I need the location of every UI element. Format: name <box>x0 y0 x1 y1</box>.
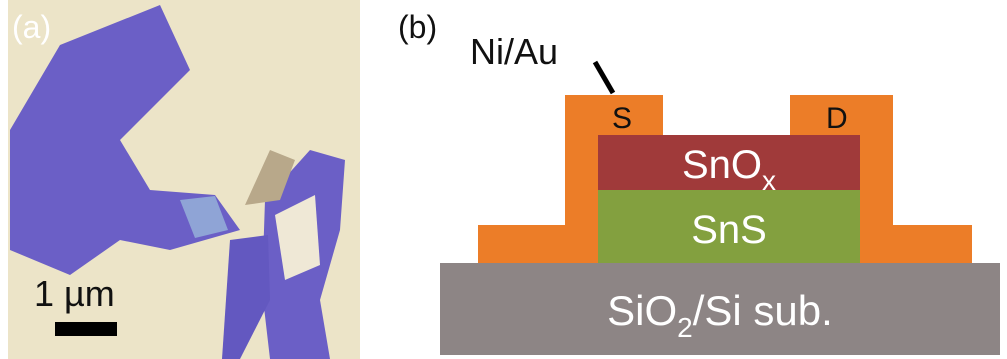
label-text: /Si sub. <box>693 287 833 334</box>
contact-label: Ni/Au <box>470 31 558 72</box>
subscript: 2 <box>677 312 693 343</box>
source-label: S <box>612 102 632 135</box>
subscript: x <box>762 165 776 196</box>
scale-bar-label: 1 µm <box>34 273 115 314</box>
page: (a) 1 µm (b) Ni/Au S D SnOx SnS SiO2/Si … <box>0 0 1007 359</box>
micrograph: (a) 1 µm <box>8 0 360 359</box>
sns-label: SnS <box>691 208 767 252</box>
label-text: SiO <box>607 287 677 334</box>
schematic: (b) Ni/Au S D SnOx SnS SiO2/Si sub. <box>398 9 1000 355</box>
panel-label: (b) <box>398 9 437 45</box>
label-text: SnO <box>682 143 762 187</box>
figure: (a) 1 µm (b) Ni/Au S D SnOx SnS SiO2/Si … <box>0 0 1007 359</box>
pointer-line <box>595 62 613 93</box>
drain-label: D <box>826 102 848 135</box>
scale-bar <box>55 322 117 336</box>
panel-label: (a) <box>12 9 51 45</box>
